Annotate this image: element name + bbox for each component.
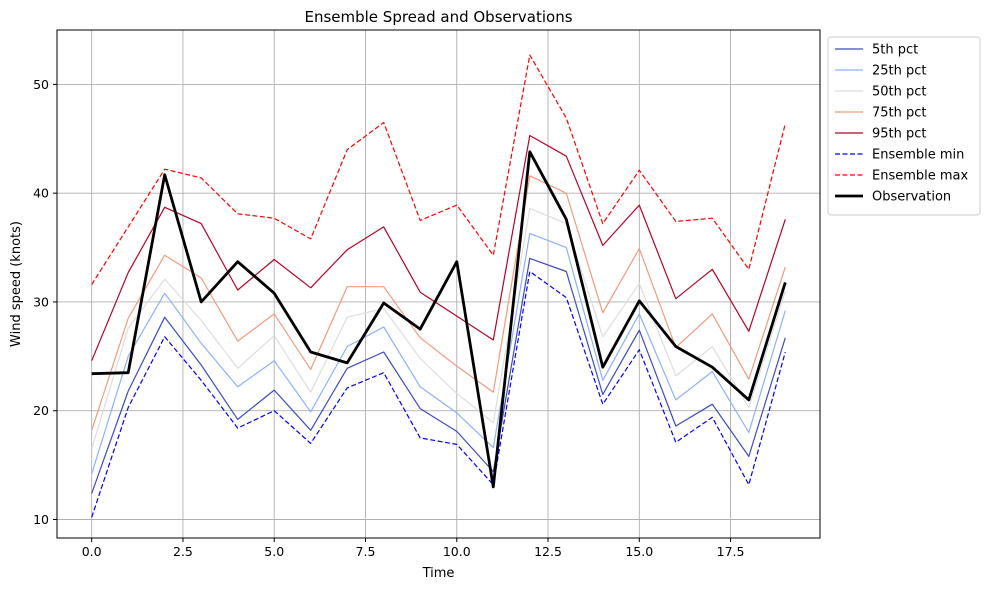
x-tick-label: 5.0 xyxy=(264,544,284,559)
grid-lines xyxy=(57,30,820,538)
plot-frame xyxy=(56,29,821,539)
legend-label-5th-pct: 5th pct xyxy=(872,43,918,58)
y-tick-label: 40 xyxy=(33,186,49,201)
legend-label-50th-pct: 50th pct xyxy=(872,85,927,100)
series-line-5th-pct xyxy=(91,257,786,494)
legend-label-25th-pct: 25th pct xyxy=(872,64,927,79)
x-tick-label: 15.0 xyxy=(625,544,653,559)
axis-ticks: 0.0 2.5 5.0 7.5 10.0 12.5 15.0 17.5 10 20 30 40 50 xyxy=(33,77,744,559)
y-axis-label: Wind speed (knots) xyxy=(9,221,24,347)
y-tick-label: 50 xyxy=(33,77,49,92)
y-tick-label: 10 xyxy=(33,512,49,527)
series-line-25th-pct xyxy=(91,232,786,474)
legend-label-ensemble-min: Ensemble min xyxy=(872,148,964,163)
legend: 5th pct 25th pct 50th pct 75th pct 95th pct E… xyxy=(827,36,981,216)
series-line-95th-pct xyxy=(91,134,786,361)
legend-label-observation: Observation xyxy=(872,190,951,205)
y-tick-label: 30 xyxy=(33,294,49,309)
series-line-ensemble-min xyxy=(91,270,786,518)
series-line-observation xyxy=(91,150,787,489)
x-axis-label: Time xyxy=(422,566,455,581)
legend-label-ensemble-max: Ensemble max xyxy=(872,169,969,184)
series-line-75th-pct xyxy=(91,175,786,431)
x-tick-label: 17.5 xyxy=(717,544,745,559)
legend-box xyxy=(827,36,981,216)
series-line-50th-pct xyxy=(91,207,786,449)
series-line-ensemble-max xyxy=(91,54,786,285)
series-lines xyxy=(91,54,787,518)
chart-title: Ensemble Spread and Observations xyxy=(304,8,572,26)
x-tick-label: 12.5 xyxy=(534,544,562,559)
legend-label-75th-pct: 75th pct xyxy=(872,106,927,121)
x-tick-label: 2.5 xyxy=(173,544,193,559)
x-tick-label: 0.0 xyxy=(82,544,102,559)
x-tick-label: 10.0 xyxy=(443,544,471,559)
x-tick-label: 7.5 xyxy=(356,544,376,559)
y-tick-label: 20 xyxy=(33,403,49,418)
legend-label-95th-pct: 95th pct xyxy=(872,127,927,142)
